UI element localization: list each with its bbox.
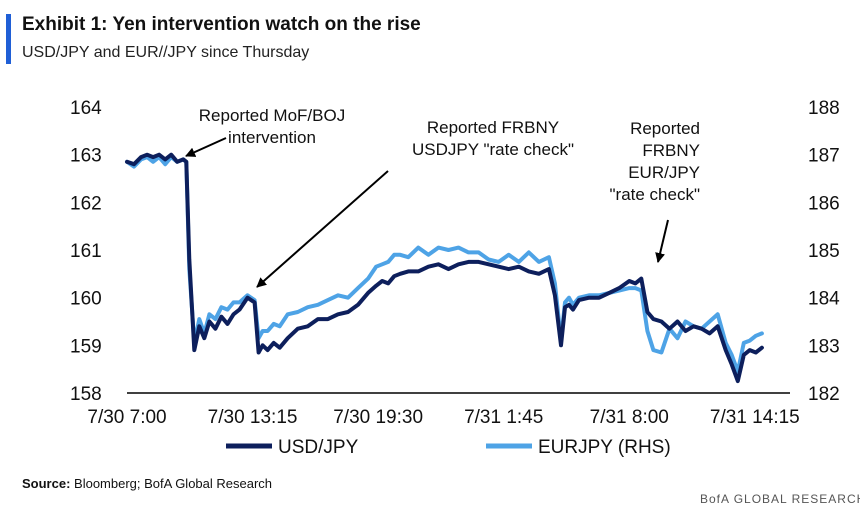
annotation-text: FRBNY xyxy=(642,141,700,160)
x-tick-label: 7/30 7:00 xyxy=(87,407,166,428)
x-tick-label: 7/30 13:15 xyxy=(208,407,298,428)
y-right-tick-label: 186 xyxy=(808,193,840,214)
annotation-text: "rate check" xyxy=(610,185,701,204)
y-right-tick-label: 182 xyxy=(808,384,840,405)
legend-label-usdjpy: USD/JPY xyxy=(278,437,359,458)
annotation-arrow xyxy=(256,170,389,288)
annotation-text: Reported MoF/BOJ xyxy=(199,106,345,125)
x-tick-label: 7/31 8:00 xyxy=(590,407,669,428)
y-left-tick-label: 160 xyxy=(70,289,102,310)
line-chart: 158 159 160 161 162 163 164 182 183 184 185 186 187 1… xyxy=(70,98,840,458)
annotation-text: intervention xyxy=(228,128,316,147)
x-tick-label: 7/31 14:15 xyxy=(710,407,800,428)
x-tick-label: 7/31 1:45 xyxy=(464,407,543,428)
series-line-usdjpy xyxy=(125,152,764,384)
footer-branding: BofA GLOBAL RESEARCH xyxy=(700,492,860,506)
annotation-text: Reported xyxy=(630,119,700,138)
annotation-text: USDJPY "rate check" xyxy=(412,140,574,159)
source-label: Source: xyxy=(22,476,71,491)
y-right-tick-label: 183 xyxy=(808,336,840,357)
annotation-arrow xyxy=(185,137,227,157)
accent-bar xyxy=(6,14,11,64)
legend-label-eurjpy: EURJPY (RHS) xyxy=(538,437,671,458)
x-tick-label: 7/30 19:30 xyxy=(333,407,423,428)
annotation-text: EUR/JPY xyxy=(628,163,700,182)
y-right-tick-label: 184 xyxy=(808,289,840,310)
y-left-tick-label: 163 xyxy=(70,146,102,167)
y-right-tick-label: 188 xyxy=(808,98,840,119)
y-left-tick-label: 158 xyxy=(70,384,102,405)
y-left-tick-label: 159 xyxy=(70,336,102,357)
source-note: Source: Bloomberg; BofA Global Research xyxy=(22,476,272,491)
chart-title: Exhibit 1: Yen intervention watch on the… xyxy=(22,14,421,35)
chart-subtitle: USD/JPY and EUR//JPY since Thursday xyxy=(22,44,310,61)
y-left-tick-label: 164 xyxy=(70,98,102,119)
annotation-text: Reported FRBNY xyxy=(427,118,559,137)
y-left-tick-label: 162 xyxy=(70,193,102,214)
y-right-tick-label: 187 xyxy=(808,146,840,167)
y-right-tick-label: 185 xyxy=(808,241,840,262)
y-left-tick-label: 161 xyxy=(70,241,102,262)
source-text: Bloomberg; BofA Global Research xyxy=(74,476,273,491)
annotation-arrow xyxy=(655,219,669,263)
